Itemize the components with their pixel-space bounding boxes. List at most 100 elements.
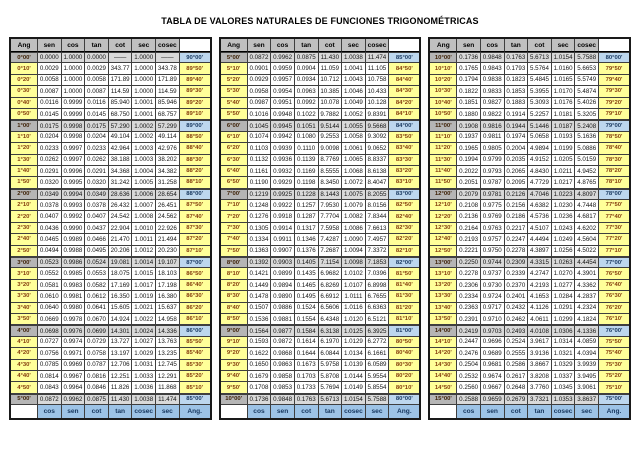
value-cell: 0.0145 xyxy=(38,108,62,121)
value-cell: 1.0004 xyxy=(132,165,157,178)
co-angle-cell: 84°30' xyxy=(389,86,420,98)
co-angle-cell: 78°10' xyxy=(599,177,629,189)
value-cell: 0.0407 xyxy=(85,211,109,223)
value-cell: 0.2051 xyxy=(457,177,481,189)
value-cell: 31.242 xyxy=(108,177,133,189)
value-cell: 11.430 xyxy=(318,52,343,64)
value-cell: 1.0007 xyxy=(132,200,157,212)
angle-cell: 14°50' xyxy=(430,382,458,394)
value-cell: 0.9995 xyxy=(61,177,86,189)
value-cell: 0.1853 xyxy=(504,86,529,98)
value-cell: 1.0000 xyxy=(132,74,157,87)
angle-cell: 6°20' xyxy=(220,143,248,155)
co-angle-cell: 87°20' xyxy=(179,234,210,246)
value-cell: 6.1661 xyxy=(365,348,390,360)
angle-cell: 0°30' xyxy=(11,86,38,98)
footer-label-sec: sec xyxy=(365,405,390,419)
value-cell: 0.9976 xyxy=(61,325,86,337)
value-cell: 0.9911 xyxy=(271,234,295,246)
value-cell: 0.0698 xyxy=(38,325,62,337)
value-cell: 0.0846 xyxy=(85,382,109,394)
value-cell: 3.8667 xyxy=(528,359,552,371)
col-header-sec: sec xyxy=(132,39,157,52)
value-cell: 0.2247 xyxy=(504,234,529,246)
col-header-tan: tan xyxy=(294,39,319,52)
value-cell: 0.0466 xyxy=(85,234,109,246)
value-cell: 4.2747 xyxy=(528,268,552,280)
value-cell: 21.494 xyxy=(156,234,180,246)
value-cell: 0.0729 xyxy=(85,336,109,349)
value-cell: 0.9858 xyxy=(271,370,295,383)
footer-label-tan: tan xyxy=(528,405,552,419)
angle-cell: 14°00' xyxy=(430,325,458,337)
value-cell: 0.1614 xyxy=(294,336,319,349)
value-cell: 9.5144 xyxy=(318,120,343,132)
angle-cell: 9°00' xyxy=(220,325,248,337)
value-cell: 11.105 xyxy=(365,63,390,75)
value-cell: 0.1478 xyxy=(247,291,272,303)
co-angle-cell: 84°20' xyxy=(389,97,420,109)
value-cell: 1.0243 xyxy=(551,222,576,235)
value-cell: 0.9667 xyxy=(480,382,505,394)
co-angle-cell: 80°50' xyxy=(389,336,420,349)
co-angle-cell: 75°50' xyxy=(599,336,629,349)
value-cell: 0.1190 xyxy=(247,177,272,189)
value-cell: 0.9939 xyxy=(271,143,295,155)
value-cell: 0.0610 xyxy=(38,291,62,303)
angle-cell: 8°30' xyxy=(220,291,248,303)
value-cell: 0.9816 xyxy=(480,120,505,132)
value-cell: 68.750 xyxy=(108,108,133,121)
value-cell: 0.9998 xyxy=(61,120,86,132)
value-cell: 1.0003 xyxy=(132,154,157,166)
value-cell: 5.0886 xyxy=(575,143,599,155)
value-cell: 5.6713 xyxy=(528,52,552,64)
co-angle-cell: 77°40' xyxy=(599,211,629,223)
value-cell: 0.1622 xyxy=(247,348,272,360)
trig-table-panel-10-15: Ang sen cos tan cot sec cosec 10°00' 0.1736 0.984… xyxy=(428,37,632,421)
value-cell: 8.1443 xyxy=(318,188,343,201)
value-cell: 0.0670 xyxy=(85,313,109,326)
value-cell: 8.3450 xyxy=(318,177,343,189)
value-cell: 57.290 xyxy=(108,120,133,132)
angle-cell: 6°00' xyxy=(220,120,248,132)
value-cell: 0.1564 xyxy=(247,325,272,337)
value-cell: 0.0233 xyxy=(38,143,62,155)
angle-cell: 1°50' xyxy=(11,177,38,189)
value-cell: 0.9994 xyxy=(61,188,86,201)
angle-cell: 4°50' xyxy=(11,382,38,394)
footer-label-cosec: cosec xyxy=(342,405,366,419)
value-cell: 0.0175 xyxy=(85,120,109,132)
value-cell: 10.758 xyxy=(365,74,390,87)
value-cell: 0.1051 xyxy=(294,120,319,132)
value-cell: 3.9939 xyxy=(575,359,599,371)
angle-cell: 0°10' xyxy=(11,63,38,75)
value-cell: 6.9682 xyxy=(318,268,343,280)
value-cell: 4.5107 xyxy=(528,222,552,235)
value-cell: 0.9833 xyxy=(480,86,505,98)
footer-label-sec: sec xyxy=(575,405,599,419)
value-cell: 1.0187 xyxy=(551,120,576,132)
value-cell: 1.0107 xyxy=(342,279,366,292)
value-cell: 6.8269 xyxy=(318,279,343,292)
value-cell: 0.2278 xyxy=(457,268,481,280)
value-cell: 1.0001 xyxy=(132,97,157,109)
co-angle-cell: 89°20' xyxy=(179,97,210,109)
value-cell: 0.1554 xyxy=(294,313,319,326)
angle-cell: 1°30' xyxy=(11,154,38,166)
value-cell: 0.1421 xyxy=(247,268,272,280)
value-cell: 6.1970 xyxy=(318,336,343,349)
value-cell: 6.3925 xyxy=(365,325,390,337)
value-cell: 0.1593 xyxy=(247,336,272,349)
col-header-cos: cos xyxy=(480,39,505,52)
value-cell: 0.9737 xyxy=(480,268,505,280)
value-cell: 0.0901 xyxy=(247,63,272,75)
angle-cell: 12°00' xyxy=(430,188,458,201)
value-cell: 5.1446 xyxy=(528,120,552,132)
value-cell: 0.9744 xyxy=(480,257,505,269)
angle-cell: 11°50' xyxy=(430,177,458,189)
value-cell: 10.712 xyxy=(318,74,343,87)
value-cell: 1.0061 xyxy=(342,143,366,155)
angle-cell: 5°00' xyxy=(220,52,248,64)
co-angle-cell: 76°10' xyxy=(599,313,629,326)
co-angle-cell: 81°40' xyxy=(389,279,420,292)
